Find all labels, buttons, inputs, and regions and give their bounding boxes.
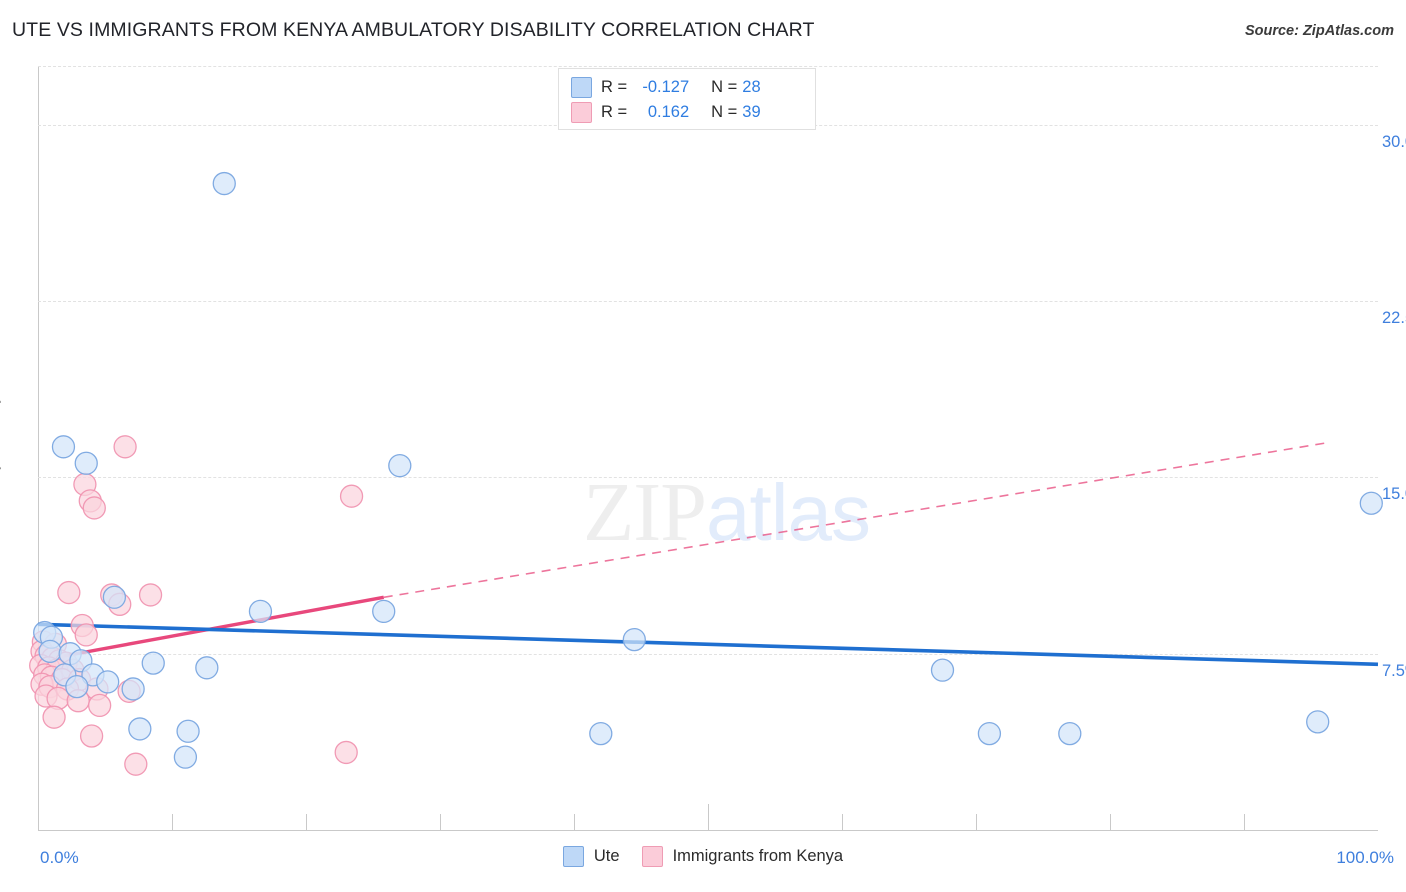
data-point-ute: [1058, 721, 1082, 746]
legend-label-kenya: Immigrants from Kenya: [672, 847, 844, 865]
legend-swatch-ute-icon: [571, 77, 592, 98]
y-axis-tick-label: 7.5%: [1382, 661, 1406, 680]
data-point-ute: [121, 677, 145, 701]
x-axis-tick: [976, 814, 977, 830]
source-label: Source: ZipAtlas.com: [1244, 23, 1394, 39]
legend-item-ute[interactable]: Ute: [562, 846, 620, 867]
x-axis-tick: [306, 814, 307, 830]
x-axis-tick: [842, 814, 843, 830]
n-label-kenya: N =: [711, 103, 738, 121]
r-value-ute: -0.127: [642, 78, 690, 96]
data-point-ute: [388, 453, 412, 478]
x-axis-tick: [1110, 814, 1111, 830]
x-axis-max-label: 100.0%: [1336, 848, 1394, 867]
trendline-kenya-dashed: [383, 441, 1332, 599]
stats-row-ute: R = -0.127 N = 28: [571, 75, 805, 100]
stats-row-kenya: R = 0.162 N = 39: [571, 100, 805, 125]
data-point-kenya: [113, 435, 137, 459]
plot-area: ZIPatlas 7.5%15.0%22.5%30.0%: [29, 66, 1406, 830]
data-point-ute: [128, 717, 152, 741]
page-title: UTE VS IMMIGRANTS FROM KENYA AMBULATORY …: [12, 19, 815, 41]
data-point-kenya: [87, 693, 112, 718]
scatter-layer: [29, 171, 1383, 776]
r-value-kenya: 0.162: [647, 103, 690, 121]
data-point-ute: [102, 585, 127, 609]
y-axis-line: [38, 66, 39, 830]
legend-marker-ute-icon: [562, 846, 584, 867]
data-point-kenya: [42, 705, 66, 729]
y-axis-title: Ambulatory Disability: [0, 358, 2, 578]
data-point-ute: [589, 721, 613, 746]
data-point-ute: [1306, 710, 1330, 734]
data-point-ute: [248, 599, 273, 624]
data-point-kenya: [57, 580, 81, 605]
x-axis-tick: [440, 814, 441, 830]
data-point-kenya: [339, 484, 364, 508]
x-axis-min-label: 0.0%: [40, 848, 79, 867]
data-point-kenya: [79, 724, 104, 748]
correlation-stats-box: R = -0.127 N = 28 R = 0.162 N = 39: [558, 68, 816, 130]
x-axis-tick: [172, 814, 173, 830]
x-axis-tick: [1244, 814, 1245, 830]
data-point-kenya: [138, 583, 163, 607]
data-point-ute: [195, 656, 219, 680]
r-label-kenya: R =: [601, 103, 628, 121]
data-point-kenya: [334, 740, 358, 765]
x-axis-tick: [708, 804, 709, 830]
n-value-kenya: 39: [742, 103, 761, 121]
y-axis-tick-label: 22.5%: [1382, 309, 1406, 328]
data-point-ute: [141, 651, 165, 675]
gridline: [38, 653, 1378, 655]
data-point-kenya: [46, 686, 70, 711]
data-point-ute: [1359, 491, 1383, 515]
data-point-ute: [51, 435, 76, 459]
data-point-ute: [65, 674, 89, 699]
data-point-kenya: [82, 496, 106, 520]
trendline-ute: [37, 622, 1379, 667]
legend-label-ute: Ute: [593, 847, 620, 865]
data-point-ute: [173, 745, 198, 769]
x-axis-tick: [574, 814, 575, 830]
data-point-ute: [622, 627, 646, 652]
legend-item-kenya[interactable]: Immigrants from Kenya: [641, 846, 844, 867]
legend-marker-kenya-icon: [641, 846, 663, 867]
gridline: [38, 301, 1378, 303]
n-value-ute: 28: [742, 78, 761, 96]
r-label-ute: R =: [601, 78, 628, 96]
n-label-ute: N =: [711, 78, 738, 96]
data-point-ute: [212, 171, 236, 196]
data-point-kenya: [124, 752, 148, 776]
data-point-ute: [372, 599, 396, 624]
x-axis-line: [38, 830, 1378, 831]
gridline: [38, 66, 1378, 67]
data-point-ute: [74, 451, 98, 475]
data-point-ute: [930, 658, 955, 682]
y-axis-tick-label: 30.0%: [1382, 132, 1406, 151]
data-point-ute: [38, 639, 62, 663]
series-legend: Ute Immigrants from Kenya: [0, 846, 1406, 867]
data-point-ute: [96, 670, 120, 694]
data-point-kenya: [74, 623, 98, 647]
data-point-ute: [977, 721, 1002, 746]
data-point-ute: [176, 719, 200, 743]
gridline: [38, 477, 1378, 479]
legend-swatch-kenya-icon: [571, 102, 592, 123]
y-axis-tick-label: 15.0%: [1382, 485, 1406, 504]
